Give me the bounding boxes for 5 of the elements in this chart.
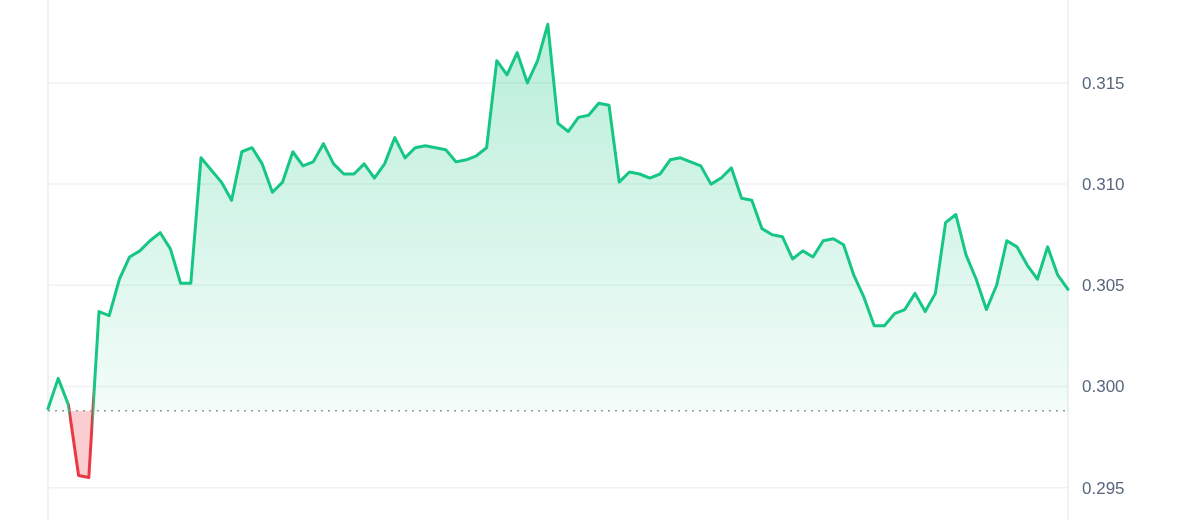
y-tick-label: 0.305: [1082, 276, 1125, 296]
y-tick-label: 0.310: [1082, 175, 1125, 195]
y-tick-label: 0.315: [1082, 73, 1125, 93]
y-tick-label: 0.295: [1082, 478, 1125, 498]
y-tick-label: 0.300: [1082, 377, 1125, 397]
